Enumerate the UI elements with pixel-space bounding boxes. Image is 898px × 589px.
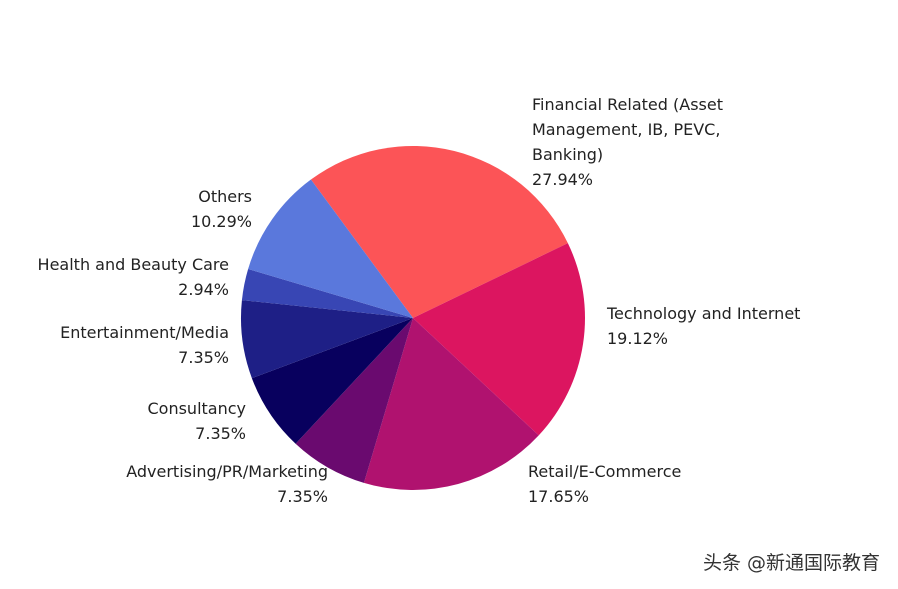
pie-slice	[248, 179, 413, 318]
value-label: 27.94%	[532, 170, 594, 189]
value-label: 7.35%	[178, 348, 229, 367]
pie-slice	[295, 318, 413, 483]
category-label: Advertising/PR/Marketing	[126, 462, 328, 481]
pie-slice	[251, 318, 413, 444]
value-label: 7.35%	[277, 487, 328, 506]
value-label: 7.35%	[195, 424, 246, 443]
category-label: Retail/E-Commerce	[528, 462, 682, 481]
slice-label: Health and Beauty Care 2.94%	[38, 252, 229, 302]
slice-label: Technology and Internet 19.12%	[607, 301, 800, 351]
value-label: 19.12%	[607, 329, 669, 348]
pie-slice	[240, 300, 413, 379]
category-label: Technology and Internet	[607, 304, 801, 323]
pie-slice	[241, 268, 413, 318]
slice-label: Consultancy 7.35%	[147, 396, 246, 446]
slice-label: Entertainment/Media 7.35%	[60, 320, 229, 370]
category-label: Others	[198, 187, 252, 206]
slice-label: Advertising/PR/Marketing 7.35%	[126, 459, 328, 509]
value-label: 2.94%	[178, 280, 229, 299]
pie-slice	[310, 146, 568, 318]
value-label: 10.29%	[190, 212, 252, 231]
slice-label: Financial Related (Asset Management, IB,…	[532, 92, 732, 192]
category-label: Health and Beauty Care	[37, 255, 229, 274]
category-label: Entertainment/Media	[60, 323, 229, 342]
category-label: Consultancy	[147, 399, 246, 418]
watermark: 头条 @新通国际教育	[702, 552, 880, 574]
category-label: Financial Related (Asset Management, IB,…	[532, 95, 723, 164]
slice-label: Others 10.29%	[191, 184, 252, 234]
pie-slice	[413, 243, 585, 436]
slice-label: Retail/E-Commerce 17.65%	[528, 459, 681, 509]
value-label: 17.65%	[528, 487, 590, 506]
pie-slice	[363, 318, 539, 490]
